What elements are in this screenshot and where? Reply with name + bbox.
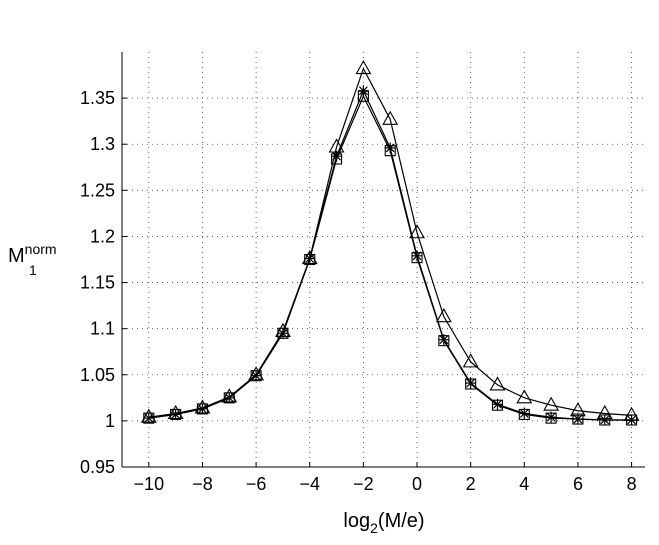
data-point-triangle — [409, 224, 425, 239]
y-axis-label-superscript: norm — [25, 241, 57, 257]
x-axis-label-main: log — [343, 510, 370, 532]
data-point-asterisk — [545, 411, 557, 423]
y-tick-label: 1.35 — [80, 88, 115, 108]
data-point-asterisk — [331, 150, 343, 162]
x-tick-label: 6 — [573, 474, 583, 494]
asterisk-stroke — [466, 378, 476, 388]
asterisk-stroke — [358, 86, 368, 96]
asterisk-stroke — [573, 414, 583, 424]
x-axis-label-subscript: 2 — [370, 520, 378, 536]
asterisk-stroke — [439, 335, 449, 345]
data-point-triangle — [355, 59, 372, 75]
asterisk-stroke — [332, 151, 341, 161]
y-tick-label: 1.2 — [90, 226, 115, 246]
x-axis-label-rest: (M/e) — [378, 510, 425, 532]
y-axis-label: Mnorm 1 — [8, 241, 57, 278]
y-axis-label-subscript: 1 — [29, 262, 37, 278]
asterisk-stroke — [627, 415, 637, 425]
data-point-asterisk — [250, 370, 262, 382]
data-point-asterisk — [411, 250, 423, 262]
asterisk-stroke — [519, 409, 529, 418]
data-point-asterisk — [170, 408, 182, 420]
x-tick-label: 4 — [519, 474, 529, 494]
y-tick-label: 1.05 — [80, 365, 115, 385]
asterisk-stroke — [412, 251, 422, 261]
x-tick-label: 0 — [412, 474, 422, 494]
asterisk-stroke — [546, 412, 556, 422]
data-point-triangle — [462, 353, 479, 368]
y-tick-label: 1 — [105, 411, 115, 431]
data-point-triangle — [435, 308, 452, 323]
y-tick-label: 1.15 — [80, 273, 115, 293]
data-point-asterisk — [465, 377, 477, 389]
x-tick-label: −2 — [353, 474, 374, 494]
y-axis-label-main: M — [8, 245, 25, 267]
asterisk-stroke — [144, 413, 154, 423]
asterisk-stroke — [198, 404, 207, 414]
asterisk-stroke — [278, 328, 288, 338]
data-point-asterisk — [143, 412, 155, 424]
data-point-triangle — [489, 376, 506, 391]
asterisk-stroke — [224, 393, 234, 403]
y-tick-label: 0.95 — [80, 457, 115, 477]
data-point-triangle — [543, 396, 560, 411]
y-tick-label: 1.25 — [80, 180, 115, 200]
tick-labels: −10 −8 −6 −4 −2 0 2 4 6 8 0.95 1 1.05 1.1 1.15 1.2 1.25 1… — [80, 88, 637, 494]
y-tick-label: 1.3 — [90, 134, 115, 154]
asterisk-stroke — [171, 410, 181, 419]
x-tick-label: 2 — [466, 474, 476, 494]
asterisk-stroke — [251, 371, 261, 381]
x-tick-label: 8 — [627, 474, 637, 494]
data-point-asterisk — [599, 414, 611, 426]
data-point-triangle — [516, 389, 533, 404]
series-line-asterisk — [148, 89, 632, 421]
asterisk-stroke — [600, 415, 610, 425]
series-asterisk — [143, 85, 638, 426]
data-point-asterisk — [196, 403, 208, 415]
x-tick-label: −4 — [299, 474, 320, 494]
data-point-asterisk — [572, 413, 584, 425]
asterisk-stroke — [305, 254, 315, 264]
data-point-asterisk — [223, 392, 235, 404]
data-point-asterisk — [518, 408, 530, 420]
x-tick-label: −10 — [134, 474, 165, 494]
series-triangle — [140, 59, 640, 423]
data-point-asterisk — [357, 85, 369, 97]
x-tick-label: −8 — [192, 474, 213, 494]
x-axis-label: log2(M/e) — [343, 510, 424, 536]
data-point-asterisk — [438, 334, 450, 346]
x-tick-label: −6 — [246, 474, 267, 494]
asterisk-stroke — [385, 143, 395, 153]
series-line-triangle — [148, 67, 632, 418]
axes — [121, 52, 645, 468]
data-point-asterisk — [491, 398, 503, 410]
data-point-asterisk — [277, 327, 289, 339]
y-tick-label: 1.1 — [90, 319, 115, 339]
series-group — [140, 59, 640, 426]
asterisk-stroke — [493, 399, 502, 409]
data-point-asterisk — [304, 253, 316, 265]
data-point-triangle — [382, 110, 399, 125]
data-point-asterisk — [626, 414, 638, 426]
data-point-asterisk — [384, 142, 396, 154]
